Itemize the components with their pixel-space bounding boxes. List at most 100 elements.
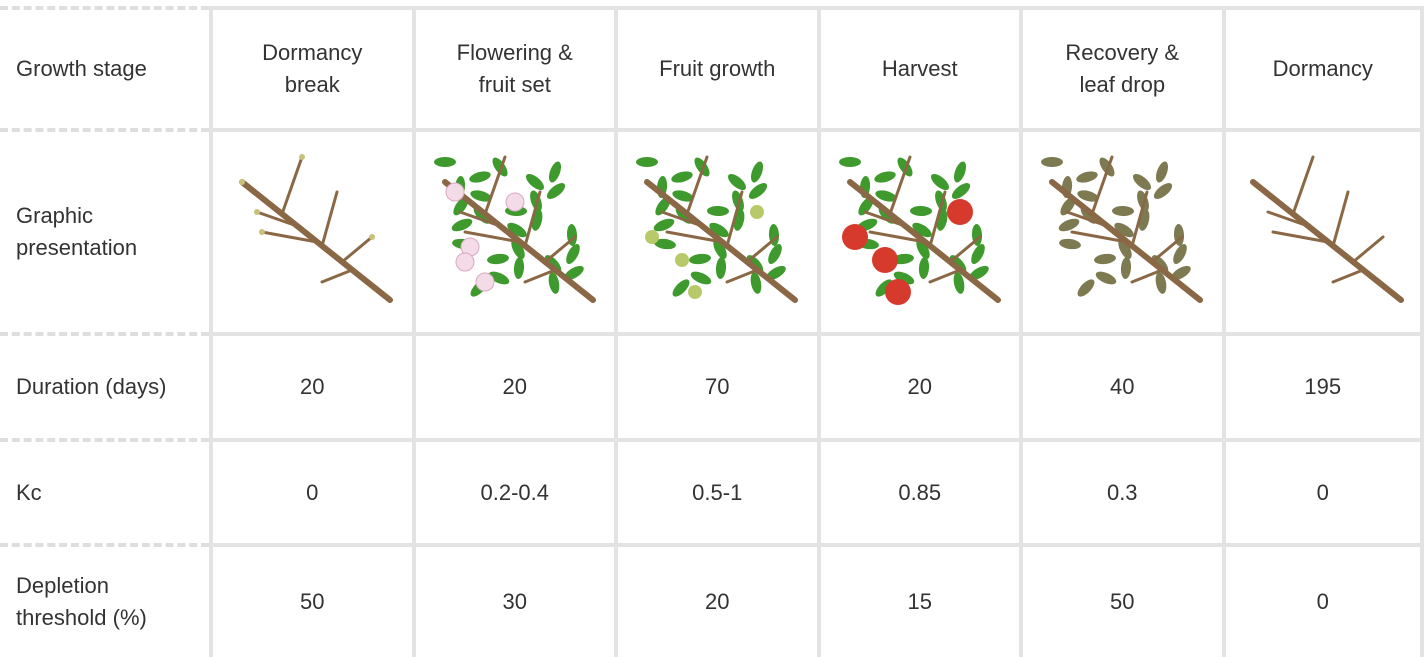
cell-text: 20 (908, 371, 932, 403)
shape (750, 205, 764, 219)
shape (726, 171, 749, 193)
row-label: Duration (days) (0, 332, 209, 438)
cell-text: 20 (503, 371, 527, 403)
cell-text: 0.2-0.4 (481, 477, 550, 509)
shape (670, 169, 694, 184)
cell-text: 50 (1110, 586, 1134, 618)
shape (1075, 169, 1099, 184)
cell (817, 128, 1020, 332)
shape (842, 224, 868, 250)
cell: 0 (1222, 543, 1424, 657)
shape (1094, 269, 1118, 287)
cell-text: 20 (705, 586, 729, 618)
cell: Dormancy (1222, 6, 1424, 128)
cell: 20 (817, 332, 1020, 438)
shape (1112, 206, 1134, 216)
shape (239, 179, 245, 185)
shape (872, 247, 898, 273)
shape (947, 199, 973, 225)
shape (476, 273, 494, 291)
shape (1333, 192, 1348, 246)
shape (322, 270, 352, 282)
cell-text: Graphic presentation (16, 203, 137, 260)
cell-text: 0.3 (1107, 477, 1138, 509)
shape (910, 206, 932, 216)
cell: 0.3 (1019, 438, 1222, 543)
shape (282, 157, 302, 214)
cell-text: Dormancy (1273, 53, 1373, 85)
shape (688, 285, 702, 299)
shape (918, 257, 930, 280)
shape (322, 192, 337, 246)
cell (1222, 128, 1424, 332)
cell (614, 128, 817, 332)
table-row: Graphic presentation (0, 128, 1424, 332)
shape (1152, 180, 1175, 202)
cell: 70 (614, 332, 817, 438)
shape (689, 253, 712, 266)
cell: 20 (412, 332, 615, 438)
shape (1041, 157, 1063, 167)
cell: Dormancy break (209, 6, 412, 128)
shape (1154, 160, 1171, 184)
cell-text: 30 (503, 586, 527, 618)
cell: 15 (817, 543, 1020, 657)
cell: 30 (412, 543, 615, 657)
cell: Fruit growth (614, 6, 817, 128)
shape (456, 253, 474, 271)
shape (1094, 253, 1117, 266)
shape (1075, 277, 1097, 300)
row-label: Kc (0, 438, 209, 543)
cell: 20 (209, 332, 412, 438)
row-label: Depletion threshold (%) (0, 543, 209, 657)
cell-text: 50 (300, 586, 324, 618)
shape (1120, 257, 1132, 280)
cell-text: 0 (306, 477, 318, 509)
shape (675, 253, 689, 267)
shape (636, 157, 658, 167)
cell (1019, 128, 1222, 332)
cell-text: 15 (908, 586, 932, 618)
cell-text: 70 (705, 371, 729, 403)
cell: 50 (209, 543, 412, 657)
shape (645, 230, 659, 244)
shape (1057, 216, 1081, 234)
cell-text: 0.5-1 (692, 477, 742, 509)
cell-text: Kc (16, 480, 42, 505)
shape (446, 183, 464, 201)
shape (299, 154, 305, 160)
shape (369, 234, 375, 240)
shape (951, 160, 968, 184)
cell-text: 20 (300, 371, 324, 403)
shape (513, 257, 525, 280)
shape (544, 180, 567, 202)
shape (434, 157, 456, 167)
cell-text: 0.85 (898, 477, 941, 509)
cell-text: Growth stage (16, 56, 147, 81)
branch-illustration (1032, 152, 1212, 312)
cell: 0.2-0.4 (412, 438, 615, 543)
table-row: Depletion threshold (%) 50 30 20 15 50 0 (0, 543, 1424, 657)
cell: Recovery & leaf drop (1019, 6, 1222, 128)
cell-text: 40 (1110, 371, 1134, 403)
shape (546, 160, 563, 184)
shape (523, 171, 546, 193)
cell: 195 (1222, 332, 1424, 438)
shape (1353, 237, 1383, 262)
shape (707, 206, 729, 216)
shape (468, 169, 492, 184)
cell-text: Duration (days) (16, 374, 166, 399)
branch-illustration (627, 152, 807, 312)
shape (254, 209, 260, 215)
shape (450, 216, 474, 234)
branch-illustration (425, 152, 605, 312)
shape (342, 237, 372, 262)
shape (1059, 238, 1082, 251)
cell: 0.85 (817, 438, 1020, 543)
branch-illustration (1233, 152, 1413, 312)
shape (1293, 157, 1313, 214)
cell: Harvest (817, 6, 1020, 128)
cell-text: Harvest (882, 53, 958, 85)
